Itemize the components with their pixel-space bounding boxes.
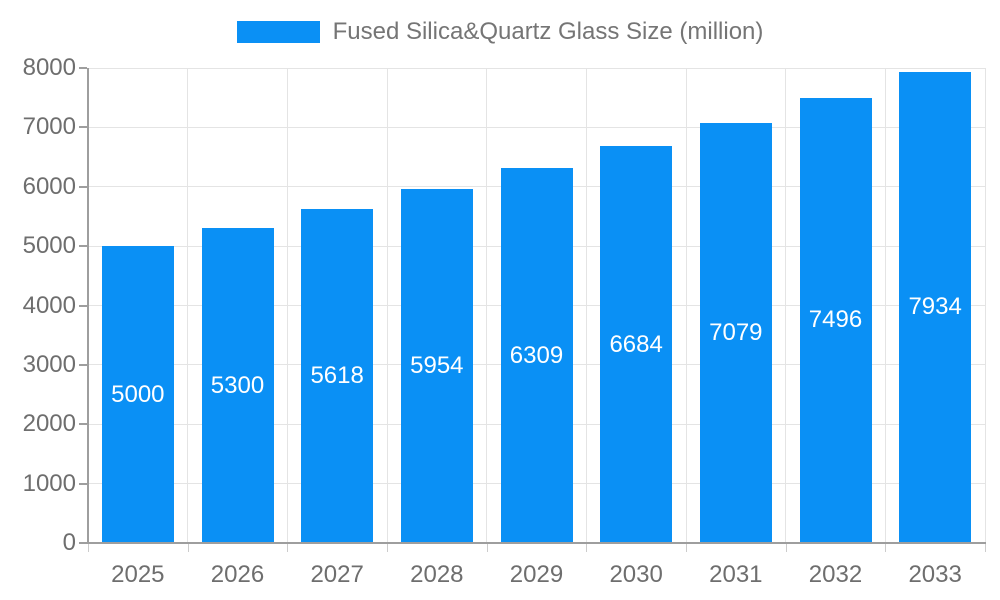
bar-2033: 7934 — [899, 71, 972, 543]
y-tick-label: 8000 — [22, 54, 76, 81]
x-tick-label: 2031 — [709, 561, 763, 588]
bar-value-label: 6309 — [509, 341, 564, 369]
legend-label: Fused Silica&Quartz Glass Size (million) — [332, 18, 764, 45]
x-tick-mark — [486, 544, 488, 552]
x-tick-mark — [586, 544, 588, 552]
x-axis-line — [87, 542, 986, 544]
v-gridline — [984, 68, 986, 543]
x-tick-mark — [88, 544, 89, 552]
bar-value-label: 7079 — [709, 318, 763, 346]
x-tick-mark — [387, 544, 388, 552]
y-tick-mark — [79, 185, 87, 188]
y-tick-label: 7000 — [22, 113, 76, 141]
v-gridline — [286, 68, 288, 543]
x-tick-mark — [885, 544, 887, 552]
bar-value-label: 7934 — [908, 293, 962, 321]
v-gridline — [884, 68, 886, 543]
bar-value-label: 7496 — [808, 306, 863, 334]
y-tick-label: 5000 — [22, 232, 76, 260]
x-tick-mark — [187, 544, 189, 552]
v-gridline — [585, 68, 587, 543]
y-tick-label: 2000 — [22, 410, 76, 438]
x-tick-mark — [287, 544, 289, 552]
h-gridline — [88, 67, 985, 69]
bar-2030: 6684 — [600, 146, 673, 543]
bar-value-label: 5954 — [410, 352, 464, 380]
chart-legend[interactable]: Fused Silica&Quartz Glass Size (million) — [0, 18, 1000, 46]
x-tick-mark — [985, 544, 986, 552]
bar-value-label: 5618 — [310, 362, 364, 390]
x-tick-label: 2027 — [310, 561, 364, 588]
y-tick-mark — [79, 542, 87, 544]
x-tick-label: 2030 — [609, 561, 663, 588]
y-tick-mark — [79, 304, 87, 307]
v-gridline — [785, 68, 787, 543]
x-tick-label: 2026 — [210, 561, 265, 588]
x-tick-label: 2029 — [509, 561, 564, 588]
v-gridline — [187, 68, 189, 543]
bar-value-label: 5000 — [111, 380, 165, 408]
x-tick-label: 2033 — [908, 561, 962, 588]
v-gridline — [386, 68, 388, 543]
x-tick-label: 2032 — [808, 561, 863, 588]
bar-2026: 5300 — [201, 228, 274, 543]
y-tick-mark — [79, 363, 87, 366]
h-gridline — [88, 126, 985, 128]
y-tick-label: 0 — [62, 529, 76, 556]
y-tick-mark — [79, 482, 87, 485]
bar-2027: 5618 — [301, 209, 374, 543]
x-tick-mark — [686, 544, 687, 552]
y-tick-label: 4000 — [22, 291, 76, 319]
bar-2025: 5000 — [101, 246, 174, 543]
bar-2032: 7496 — [799, 97, 872, 543]
y-tick-mark — [79, 67, 87, 69]
bar-2029: 6309 — [500, 168, 573, 543]
bar-value-label: 6684 — [609, 330, 663, 358]
y-axis-line — [87, 68, 89, 543]
v-gridline — [685, 68, 687, 543]
bar-2031: 7079 — [699, 122, 772, 543]
bar-2028: 5954 — [400, 189, 473, 543]
y-tick-label: 6000 — [22, 172, 76, 200]
x-tick-label: 2028 — [410, 561, 464, 588]
y-tick-mark — [79, 423, 87, 426]
plot-area: 5000 5300 5618 5954 6309 6684 7079 7496 7934 — [87, 67, 986, 544]
x-tick-label: 2025 — [111, 561, 165, 588]
y-tick-mark — [79, 126, 87, 129]
legend-swatch-icon — [236, 21, 320, 43]
y-tick-label: 3000 — [22, 350, 76, 378]
y-tick-label: 1000 — [22, 469, 76, 497]
x-tick-mark — [785, 544, 787, 552]
y-tick-mark — [79, 245, 87, 248]
bar-value-label: 5300 — [210, 371, 265, 399]
v-gridline — [486, 68, 488, 543]
